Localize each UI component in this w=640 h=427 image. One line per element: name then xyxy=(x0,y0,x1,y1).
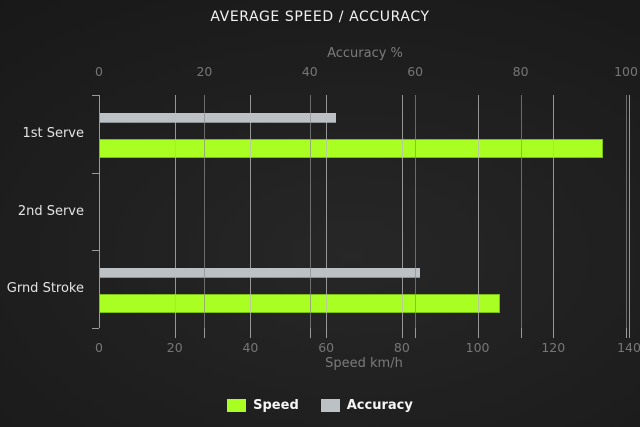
gridline xyxy=(415,95,417,328)
axis-tick xyxy=(477,328,479,338)
tick-label: 60 xyxy=(318,340,335,355)
category-boundary-tick xyxy=(92,95,99,96)
legend: Speed Accuracy xyxy=(0,398,640,413)
accuracy-bar xyxy=(99,268,421,279)
category-boundary-tick xyxy=(92,328,99,329)
gridline xyxy=(309,95,311,328)
tick-label: 80 xyxy=(393,340,410,355)
legend-swatch-speed xyxy=(227,399,247,412)
axis-tick xyxy=(520,328,522,338)
accuracy-bar xyxy=(99,113,337,123)
legend-item-accuracy: Accuracy xyxy=(320,398,413,413)
speed-bar xyxy=(99,294,501,314)
axis-tick xyxy=(629,328,630,338)
bottom-axis-label: Speed km/h xyxy=(325,356,403,371)
gridline xyxy=(629,95,630,328)
gridline xyxy=(520,95,522,328)
axis-tick xyxy=(401,328,403,338)
axis-tick xyxy=(326,328,328,338)
axis-tick xyxy=(204,328,206,338)
gridline xyxy=(326,95,328,328)
gridline xyxy=(553,95,555,328)
tick-label: 40 xyxy=(242,340,259,355)
category-label: 2nd Serve xyxy=(17,203,84,219)
speed-bar xyxy=(99,139,603,158)
category-label: 1st Serve xyxy=(22,125,84,141)
gridline xyxy=(204,95,206,328)
axis-tick xyxy=(174,328,176,338)
tick-label: 100 xyxy=(614,64,638,79)
gridline xyxy=(401,95,403,328)
tick-label: 0 xyxy=(95,340,103,355)
axis-tick xyxy=(415,328,417,338)
chart-title: AVERAGE SPEED / ACCURACY xyxy=(210,9,430,25)
category-boundary-tick xyxy=(92,250,99,252)
category-boundary-tick xyxy=(92,172,99,174)
gridline xyxy=(477,95,479,328)
axis-tick xyxy=(250,328,252,338)
gridline xyxy=(250,95,252,328)
gridline xyxy=(626,95,627,328)
tick-label: 0 xyxy=(95,64,103,79)
tick-label: 20 xyxy=(166,340,183,355)
top-axis-label: Accuracy % xyxy=(327,46,403,61)
tick-label: 140 xyxy=(617,340,640,355)
axis-tick xyxy=(626,328,627,338)
legend-item-speed: Speed xyxy=(227,398,299,413)
legend-label-accuracy: Accuracy xyxy=(346,398,413,413)
tick-label: 100 xyxy=(465,340,490,355)
tick-label: 40 xyxy=(301,64,318,79)
tick-label: 80 xyxy=(512,64,529,79)
legend-swatch-accuracy xyxy=(320,399,340,412)
legend-label-speed: Speed xyxy=(253,398,299,413)
gridline xyxy=(174,95,176,328)
axis-tick xyxy=(309,328,311,338)
axis-tick xyxy=(553,328,555,338)
tick-label: 120 xyxy=(541,340,566,355)
y-axis-spine xyxy=(99,95,100,328)
tick-label: 20 xyxy=(196,64,213,79)
category-label: Grnd Stroke xyxy=(6,281,84,297)
tick-label: 60 xyxy=(407,64,424,79)
